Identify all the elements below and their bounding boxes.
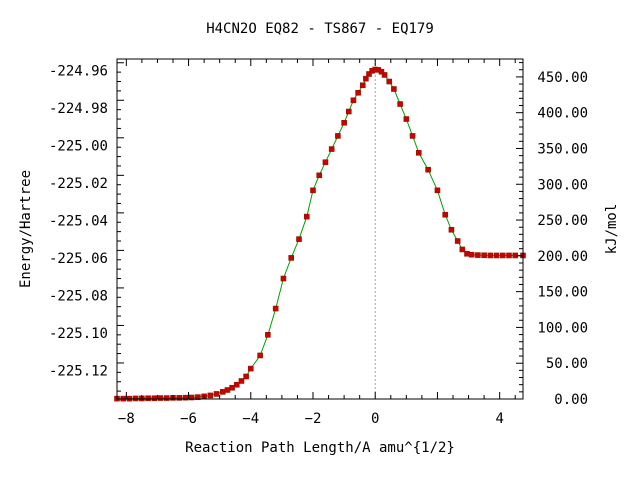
data-point	[341, 119, 347, 126]
y-tick-label: -225.02	[49, 176, 108, 192]
y2-tick-label: 250.00	[537, 213, 588, 229]
data-point	[442, 211, 449, 218]
data-point	[322, 159, 329, 166]
chart-title: H4CN2O EQ82 - TS867 - EQ179	[206, 21, 434, 37]
data-point	[188, 394, 195, 401]
data-point	[378, 68, 385, 75]
x-axis: −8 −6 −4 −2 0 4	[118, 59, 516, 427]
y2-tick-label: 400.00	[537, 106, 588, 122]
data-point	[448, 226, 455, 233]
x-tick-label: −2	[305, 411, 322, 427]
data-point	[272, 305, 279, 312]
data-point	[434, 187, 441, 194]
y-tick-label: -225.08	[49, 288, 108, 304]
data-point	[310, 187, 316, 194]
data-point	[415, 150, 422, 156]
data-point	[381, 72, 388, 78]
y2-tick-label: 100.00	[537, 320, 588, 336]
series-markers	[114, 66, 526, 402]
y-axis-label: Energy/Hartree	[18, 170, 34, 288]
data-point	[464, 250, 470, 257]
data-point	[288, 255, 295, 261]
data-point	[157, 395, 164, 401]
data-point	[219, 389, 226, 395]
data-point	[499, 252, 506, 259]
data-point	[238, 378, 245, 384]
data-point	[328, 146, 335, 152]
data-point	[207, 392, 214, 399]
data-point	[355, 89, 361, 96]
y2-tick-label: 200.00	[537, 249, 588, 265]
data-point	[182, 394, 189, 401]
data-point	[409, 133, 416, 139]
data-point	[391, 86, 397, 92]
y-axis-right: 0.00 50.00 100.00 150.00 200.00 250.00 300.00 3…	[516, 62, 588, 408]
data-point	[475, 252, 481, 258]
data-point	[213, 391, 220, 397]
data-point	[345, 108, 352, 115]
y-tick-label: -224.98	[49, 101, 108, 117]
data-point	[459, 246, 466, 253]
data-point	[386, 78, 393, 85]
y-tick-label: -224.96	[49, 63, 108, 79]
x-tick-label: −8	[118, 411, 135, 427]
y2-tick-label: 350.00	[537, 141, 588, 157]
x-tick-label: −4	[242, 411, 259, 427]
series-line	[117, 68, 523, 400]
x-tick-label: 0	[371, 411, 379, 427]
y-axis-left: -224.96 -224.98 -225.00 -225.02 -225.04 -225.…	[49, 62, 124, 392]
data-point	[247, 365, 254, 372]
data-point	[163, 395, 170, 401]
data-point	[506, 252, 512, 259]
y2-tick-label: 450.00	[537, 70, 588, 86]
data-point	[303, 213, 310, 220]
y2-tick-label: 300.00	[537, 177, 588, 193]
y2-tick-label: 150.00	[537, 285, 588, 301]
plot-frame	[116, 58, 524, 400]
data-point	[468, 251, 475, 258]
data-point	[316, 172, 323, 179]
y-tick-label: -225.10	[49, 326, 108, 342]
y-tick-label: -225.04	[49, 213, 108, 229]
data-point	[233, 381, 240, 388]
y-tick-label: -225.12	[49, 363, 108, 379]
y2-tick-label: 50.00	[546, 356, 588, 372]
data-point	[397, 101, 403, 107]
data-point	[493, 252, 500, 259]
data-point	[425, 166, 431, 173]
data-point	[265, 332, 271, 338]
series-path	[117, 68, 523, 400]
data-point	[487, 252, 494, 259]
data-point	[224, 387, 231, 393]
data-point	[403, 116, 410, 122]
x-axis-label: Reaction Path Length/A amu^{1/2}	[185, 440, 455, 456]
y-tick-label: -225.06	[49, 251, 108, 267]
data-point	[195, 394, 201, 400]
data-point	[359, 82, 366, 89]
y2-tick-label: 0.00	[554, 392, 588, 408]
data-point	[335, 133, 341, 139]
data-point	[257, 352, 263, 359]
data-point	[243, 373, 249, 380]
data-point	[176, 395, 183, 401]
x-tick-label: −6	[180, 411, 197, 427]
data-point	[363, 75, 369, 82]
data-point	[132, 395, 139, 402]
data-point	[151, 395, 158, 402]
data-point	[145, 395, 151, 402]
y2-axis-label: kJ/mol	[604, 204, 620, 255]
data-point	[229, 384, 235, 391]
x-tick-label: 4	[495, 411, 503, 427]
data-point	[481, 252, 487, 259]
data-point	[454, 238, 461, 244]
data-point	[280, 275, 287, 282]
data-point	[350, 97, 357, 104]
data-point	[366, 71, 372, 77]
data-point	[296, 236, 302, 242]
y-tick-label: -225.00	[49, 138, 108, 154]
